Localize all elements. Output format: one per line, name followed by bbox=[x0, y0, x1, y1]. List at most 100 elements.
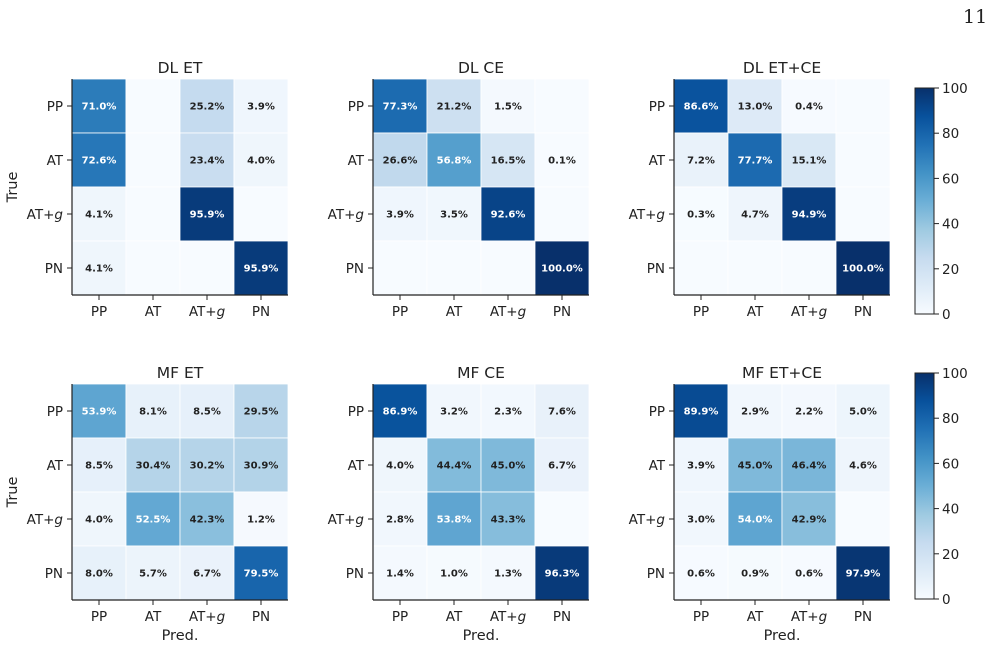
cell-value-label: 4.1% bbox=[85, 264, 113, 275]
colorbar-tick-label: 80 bbox=[942, 411, 959, 427]
heatmap-cell bbox=[125, 491, 181, 547]
heatmap-panel-2: DL CE 77.3% 21.2% 1.5% 26.6% 56.8% 16.5% 0.1% 3.… bbox=[328, 59, 590, 320]
cell-value-label: 0.4% bbox=[795, 102, 823, 113]
cell-value-label: 77.7% bbox=[738, 156, 773, 167]
x-tick-label: AT bbox=[446, 304, 463, 320]
cell-value-label: 30.2% bbox=[190, 461, 225, 472]
heatmap-cell bbox=[426, 186, 482, 242]
cell-value-label: 5.7% bbox=[139, 569, 167, 580]
y-tick-label: PP bbox=[649, 99, 665, 115]
cell-value-label: 30.9% bbox=[244, 461, 279, 472]
y-tick-label: PN bbox=[647, 261, 665, 277]
heatmap-cell bbox=[426, 545, 482, 601]
cell-value-label: 3.9% bbox=[687, 461, 715, 472]
colorbar-tick-label: 0 bbox=[942, 307, 951, 323]
heatmap-cell bbox=[673, 545, 729, 601]
panel-title: MF CE bbox=[457, 364, 505, 382]
heatmap-cell bbox=[125, 383, 181, 439]
heatmap-cell bbox=[534, 132, 590, 188]
cell-value-label: 43.3% bbox=[491, 515, 526, 526]
heatmap-cell bbox=[480, 78, 536, 134]
heatmap-cell bbox=[480, 491, 536, 547]
heatmap-panel-6: MF ET+CE 89.9% 2.9% 2.2% 5.0% 3.9% 45.0% 46.4% 4… bbox=[629, 364, 891, 644]
heatmap-cell bbox=[835, 491, 891, 547]
x-tick-label: PP bbox=[91, 609, 107, 625]
heatmap-cell bbox=[233, 437, 289, 493]
cell-value-label: 42.9% bbox=[792, 515, 827, 526]
x-tick-label: PP bbox=[392, 304, 408, 320]
cell-value-label: 1.4% bbox=[386, 569, 414, 580]
heatmap-cell bbox=[179, 240, 235, 296]
cell-value-label: 4.6% bbox=[849, 461, 877, 472]
page-number: 11 bbox=[963, 6, 988, 28]
heatmap-cell bbox=[480, 186, 536, 242]
cell-value-label: 2.8% bbox=[386, 515, 414, 526]
y-tick-label: AT+g bbox=[328, 207, 365, 223]
heatmap-cell bbox=[835, 545, 891, 601]
panel-title: DL CE bbox=[458, 59, 504, 77]
heatmap-cell bbox=[426, 437, 482, 493]
heatmap-cell bbox=[727, 240, 783, 296]
heatmap-panel-5: MF CE 86.9% 3.2% 2.3% 7.6% 4.0% 44.4% 45.0% 6.7%… bbox=[328, 364, 590, 644]
y-tick-label: AT+g bbox=[27, 512, 64, 528]
colorbar-1: 0 20 40 60 80 100 bbox=[914, 81, 968, 323]
cell-value-label: 4.0% bbox=[247, 156, 275, 167]
y-tick-label: PN bbox=[346, 566, 364, 582]
heatmap-cell bbox=[673, 240, 729, 296]
y-axis-label: True bbox=[5, 477, 21, 509]
heatmap-cell bbox=[233, 186, 289, 242]
heatmap-cell bbox=[71, 240, 127, 296]
colorbar-bar bbox=[914, 87, 935, 315]
y-tick-label: AT bbox=[47, 153, 64, 169]
y-tick-label: AT+g bbox=[629, 207, 666, 223]
heatmap-cell bbox=[372, 437, 428, 493]
heatmap-cell bbox=[727, 491, 783, 547]
cell-value-label: 7.6% bbox=[548, 407, 576, 418]
y-tick-label: PP bbox=[47, 99, 63, 115]
x-tick-label: PP bbox=[91, 304, 107, 320]
x-tick-label: AT+g bbox=[791, 609, 828, 625]
heatmap-cell bbox=[71, 545, 127, 601]
cell-value-label: 95.9% bbox=[244, 264, 279, 275]
y-tick-label: PP bbox=[47, 404, 63, 420]
y-axis-label: True bbox=[5, 172, 21, 204]
cell-value-label: 92.6% bbox=[491, 210, 526, 221]
panel-title: DL ET+CE bbox=[743, 59, 821, 77]
colorbar-tick-label: 80 bbox=[942, 126, 959, 142]
cell-value-label: 86.9% bbox=[383, 407, 418, 418]
cell-value-label: 13.0% bbox=[738, 102, 773, 113]
heatmap-panel-1: DL ET 71.0% 25.2% 3.9% 72.6% 23.4% 4.0% 4.1% 95.… bbox=[5, 59, 289, 320]
cell-value-label: 52.5% bbox=[136, 515, 171, 526]
cell-value-label: 3.5% bbox=[440, 210, 468, 221]
cell-value-label: 0.6% bbox=[795, 569, 823, 580]
heatmap-cell bbox=[781, 240, 837, 296]
heatmap-cell bbox=[179, 437, 235, 493]
cell-value-label: 1.5% bbox=[494, 102, 522, 113]
heatmap-cell bbox=[372, 186, 428, 242]
heatmap-cell bbox=[179, 383, 235, 439]
colorbar-2: 0 20 40 60 80 100 bbox=[914, 366, 968, 608]
x-tick-label: AT+g bbox=[189, 609, 226, 625]
colorbar-tick-label: 60 bbox=[942, 171, 959, 187]
cell-value-label: 2.2% bbox=[795, 407, 823, 418]
heatmap-cell bbox=[372, 132, 428, 188]
cell-value-label: 4.0% bbox=[85, 515, 113, 526]
y-tick-label: AT bbox=[348, 458, 365, 474]
cell-value-label: 89.9% bbox=[684, 407, 719, 418]
cell-value-label: 96.3% bbox=[545, 569, 580, 580]
cell-value-label: 1.3% bbox=[494, 569, 522, 580]
heatmap-panel-3: DL ET+CE 86.6% 13.0% 0.4% 7.2% 77.7% 15.1% 0.3%… bbox=[629, 59, 891, 320]
cell-value-label: 3.9% bbox=[386, 210, 414, 221]
x-tick-label: PN bbox=[553, 304, 571, 320]
heatmap-cell bbox=[179, 545, 235, 601]
cell-value-label: 4.1% bbox=[85, 210, 113, 221]
cell-value-label: 2.9% bbox=[741, 407, 769, 418]
cell-value-label: 3.9% bbox=[247, 102, 275, 113]
heatmap-cell bbox=[233, 545, 289, 601]
x-axis-label: Pred. bbox=[764, 628, 801, 644]
cell-value-label: 7.2% bbox=[687, 156, 715, 167]
heatmap-cell bbox=[179, 132, 235, 188]
y-tick-label: AT bbox=[348, 153, 365, 169]
colorbar-tick-label: 40 bbox=[942, 217, 959, 233]
